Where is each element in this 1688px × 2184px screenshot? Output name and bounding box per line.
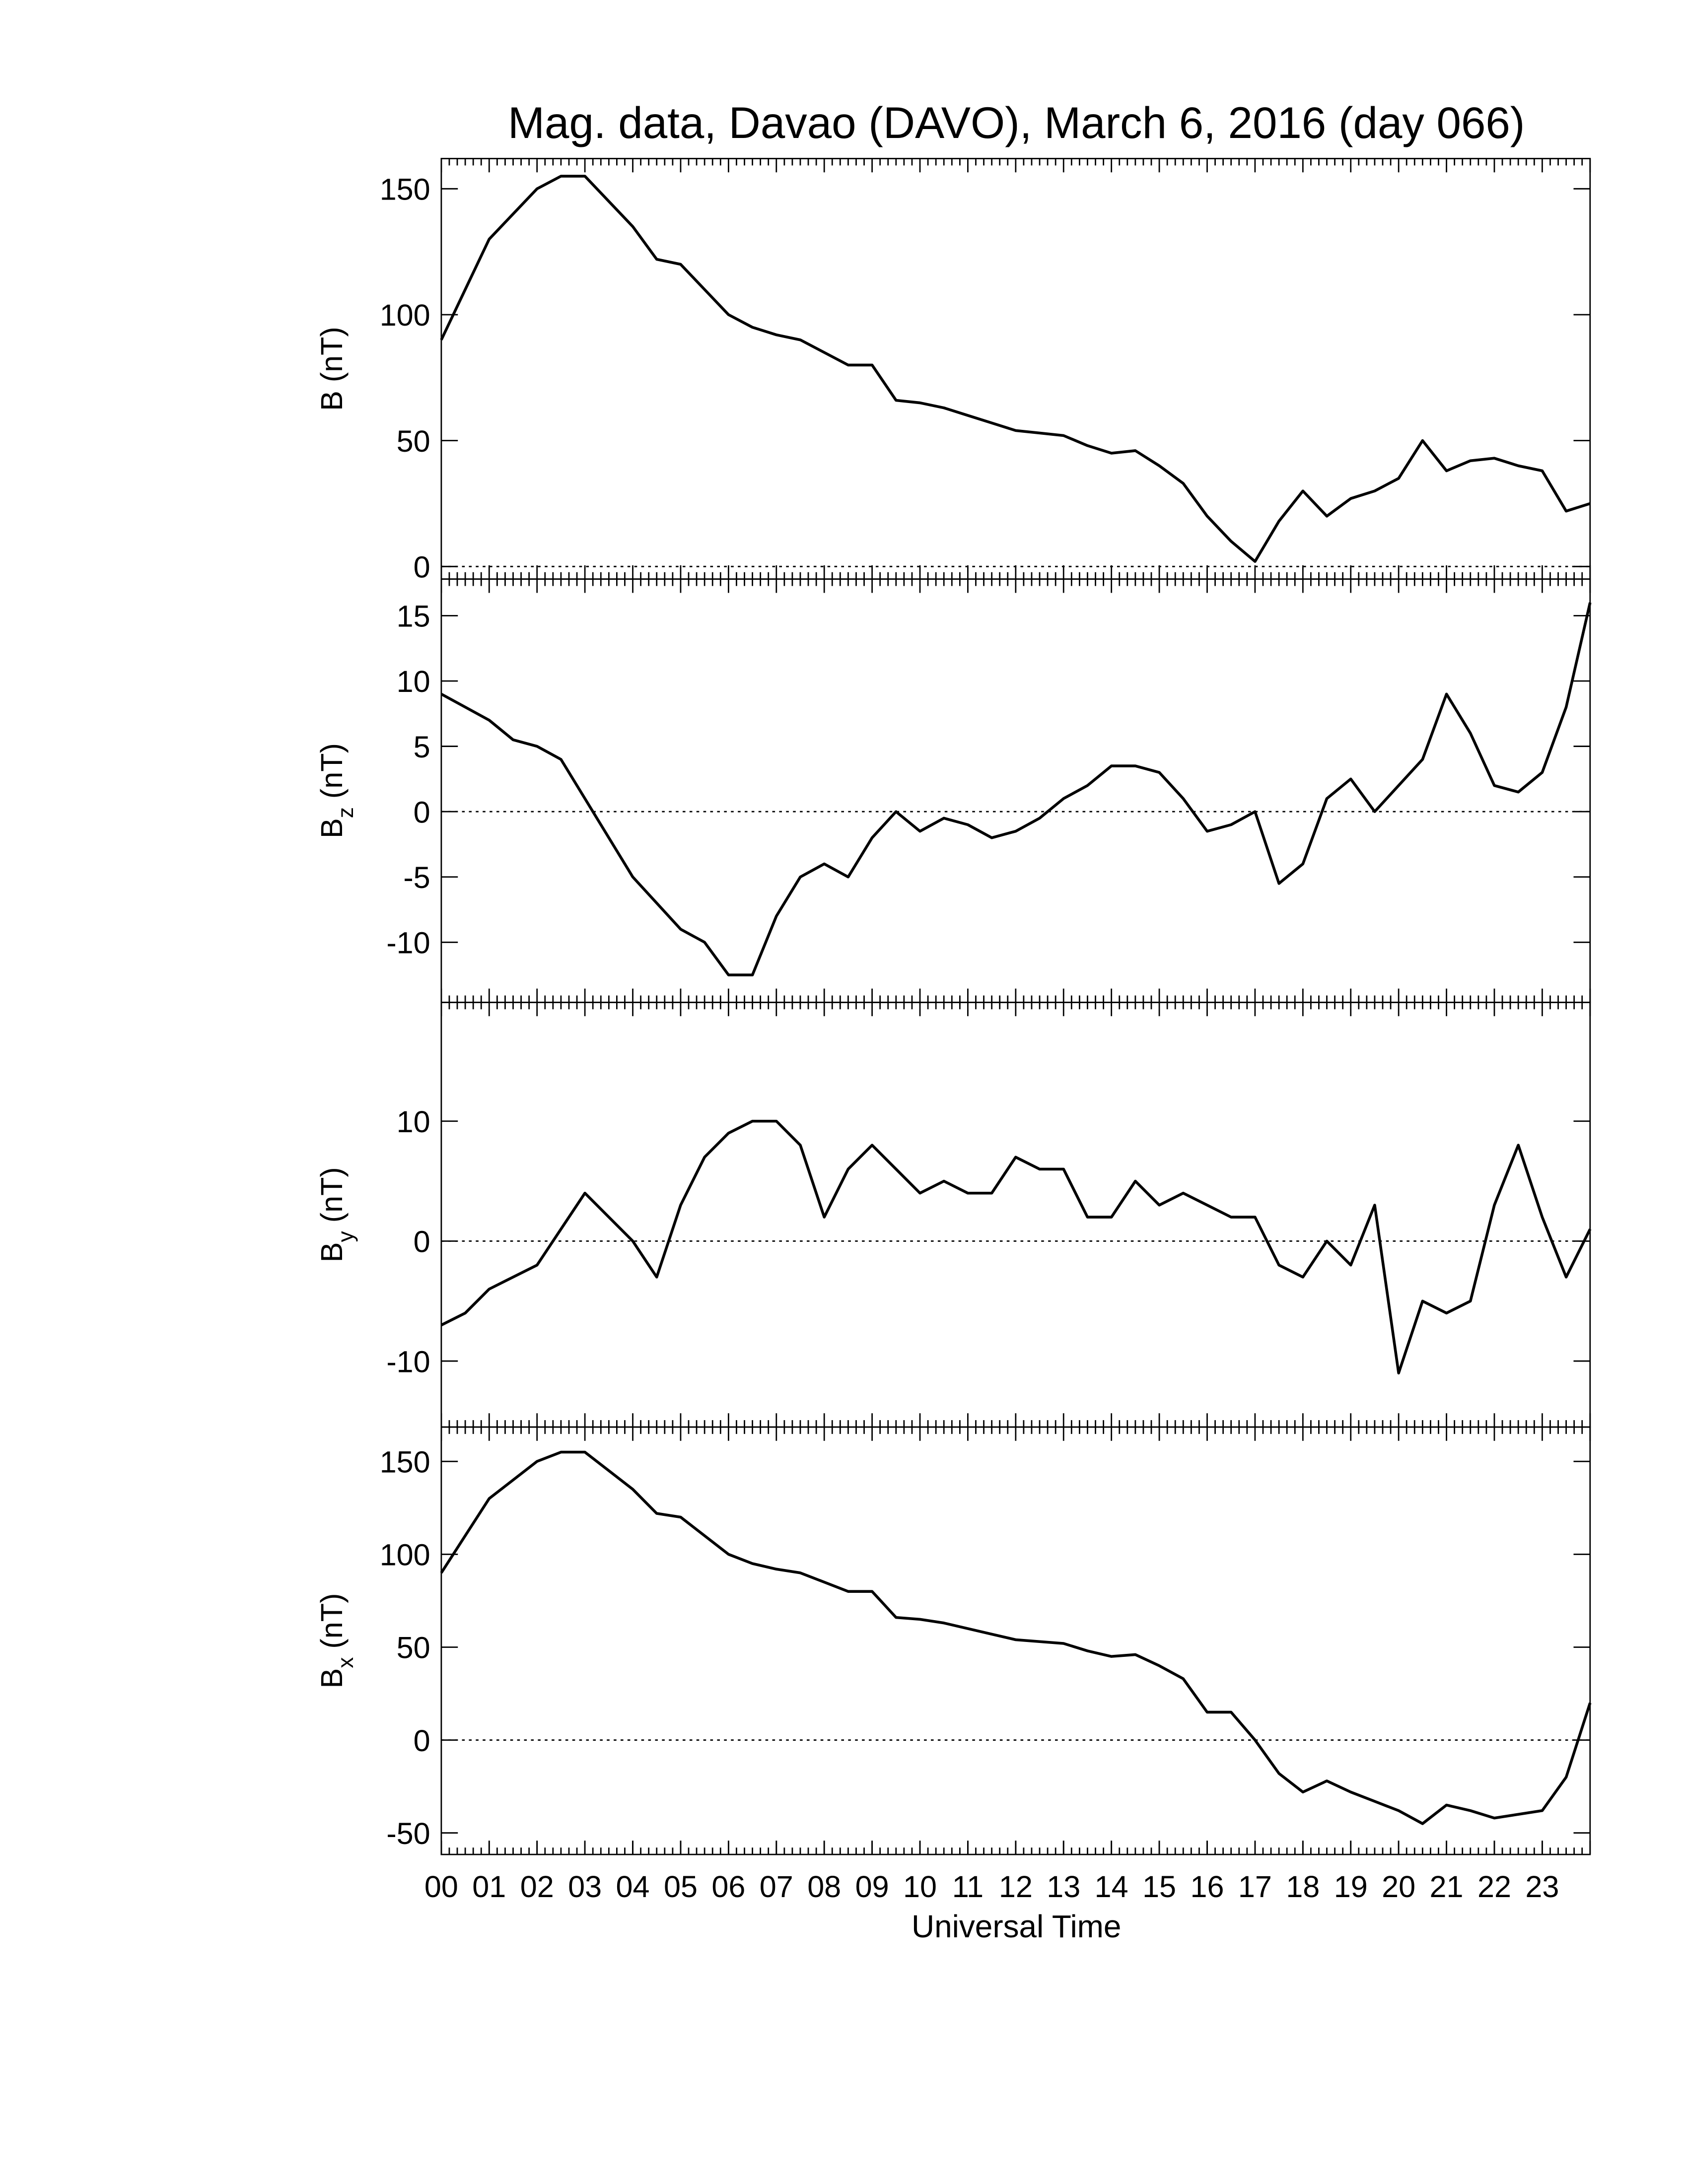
y-axis-label-unit: (nT) [315,1167,349,1231]
data-line [440,602,1592,976]
y-tick-label: -10 [386,926,430,960]
y-tick-label: 0 [414,1724,430,1758]
x-tick-label: 18 [1286,1870,1320,1904]
x-tick-label: 15 [1142,1870,1176,1904]
x-tick-label: 13 [1047,1870,1080,1904]
y-axis-label-main: B [315,1242,349,1262]
data-line [440,1450,1592,1825]
y-tick-label: 100 [380,298,430,332]
x-tick-label: 03 [568,1870,602,1904]
y-axis-label-sub: z [334,807,358,818]
x-tick-label: 05 [664,1870,698,1904]
x-tick-label: 08 [807,1870,841,1904]
plot-frame [440,1002,1591,1428]
y-tick-label: 0 [414,1225,430,1259]
x-tick-label: 17 [1238,1870,1272,1904]
x-tick-label: 14 [1095,1870,1128,1904]
data-line [440,175,1591,563]
x-tick-label: 16 [1190,1870,1224,1904]
y-axis-label-unit: (nT) [315,327,349,391]
y-tick-label: 0 [414,795,430,829]
y-axis-label: B (nT) [315,327,349,411]
y-axis-label: Bx (nT) [315,1593,358,1689]
x-tick-label: 20 [1382,1870,1415,1904]
x-tick-label: 09 [855,1870,889,1904]
y-tick-label: 150 [380,1445,430,1479]
y-axis-label: By (nT) [315,1167,358,1262]
x-tick-label: 00 [424,1870,458,1904]
x-axis-label: Universal Time [912,1909,1121,1944]
y-tick-label: 150 [380,173,430,206]
x-tick-label: 04 [616,1870,650,1904]
x-tick-label: 06 [711,1870,745,1904]
y-tick-label: 5 [414,730,430,764]
y-tick-label: -10 [386,1345,430,1378]
x-tick-label: 11 [952,1870,984,1904]
plot-frame [440,578,1591,1003]
x-tick-label: 22 [1477,1870,1511,1904]
y-axis-label-main: B [315,1668,349,1689]
y-axis-label-main: B [315,391,349,411]
x-tick-label: 07 [760,1870,793,1904]
x-tick-label: 02 [520,1870,554,1904]
y-tick-label: 15 [397,600,430,633]
y-axis-label-unit: (nT) [315,1593,349,1657]
y-tick-label: 10 [397,1105,430,1139]
x-tick-label: 21 [1430,1870,1464,1904]
y-tick-label: 50 [397,424,430,458]
chart-title: Mag. data, Davao (DAVO), March 6, 2016 (… [508,98,1525,147]
y-tick-label: 100 [380,1538,430,1572]
x-tick-label: 23 [1525,1870,1559,1904]
plot-frame [440,158,1591,580]
y-axis-label-sub: y [334,1230,358,1242]
y-axis-label-unit: (nT) [315,743,349,807]
y-tick-label: -5 [403,861,430,894]
y-tick-label: 10 [397,665,430,698]
y-axis-label-sub: x [334,1657,358,1668]
x-tick-label: 19 [1334,1870,1368,1904]
x-tick-label: 12 [999,1870,1033,1904]
y-tick-label: 0 [414,550,430,584]
y-tick-label: 50 [397,1631,430,1665]
y-axis-label: Bz (nT) [315,743,358,838]
x-tick-label: 10 [903,1870,937,1904]
y-axis-label-main: B [315,818,349,838]
x-tick-label: 01 [472,1870,506,1904]
y-tick-label: -50 [386,1817,430,1850]
data-line [440,1119,1592,1375]
